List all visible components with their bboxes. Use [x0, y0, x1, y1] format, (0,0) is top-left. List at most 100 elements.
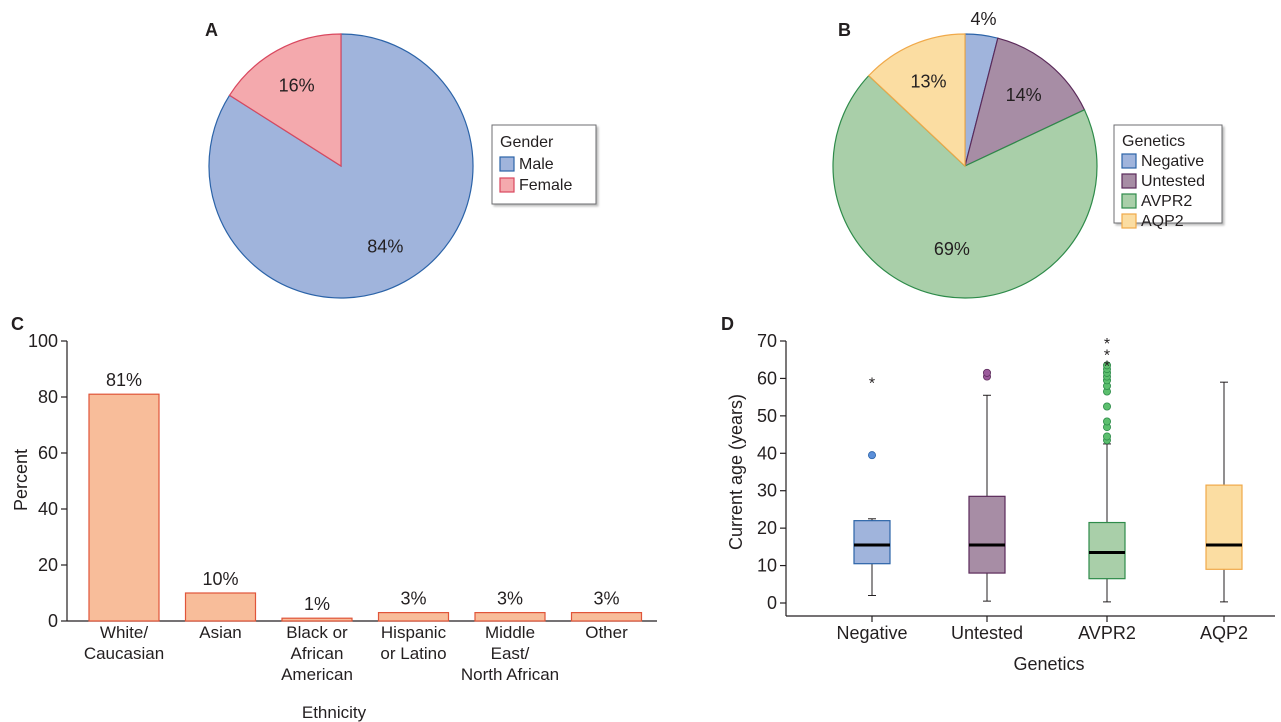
x-tick-label-line: Middle [485, 623, 535, 642]
extreme-marker: * [869, 375, 875, 392]
box-negative [853, 520, 891, 565]
pie-chart-gender: 84% 16% [208, 33, 474, 299]
bar [474, 611, 546, 622]
x-tick-label-line: North African [461, 665, 559, 684]
x-tick-label: Hispanic or Latino [380, 623, 446, 663]
data-label: 81% [106, 370, 142, 390]
outlier-point [1103, 417, 1112, 426]
x-tick-label: AVPR2 [1078, 623, 1136, 643]
panel-b: B 4% 14% 69% 13% Genetics Negative Untested A… [832, 9, 1223, 299]
slice-label-avpr2: 69% [934, 239, 970, 259]
pie-slice-male [208, 33, 474, 299]
x-tick-label-line: American [281, 665, 353, 684]
y-tick-label: 70 [757, 331, 777, 351]
x-tick-label: White/Caucasian [84, 623, 164, 663]
x-tick-label-line: or Latino [380, 644, 446, 663]
bar [377, 611, 450, 622]
legend-label-untested: Untested [1141, 173, 1205, 190]
x-tick-label-line: African [291, 644, 344, 663]
x-tick-label-line: East/ [491, 644, 530, 663]
panel-a-letter: A [205, 20, 218, 40]
pie-chart-genetics: 4% 14% 69% 13% [832, 9, 1098, 299]
x-tick-label-line: Other [585, 623, 628, 642]
y-tick-label: 80 [38, 387, 58, 407]
bar [281, 617, 353, 622]
x-tick-label-line: Asian [199, 623, 242, 642]
bar [570, 611, 643, 622]
panel-a: A 84% 16% Gender Male Female [205, 20, 597, 299]
y-tick-label: 0 [48, 611, 58, 631]
panel-c: C 0 20 40 60 80 100 81% White/Caucasian 10% Asian… [11, 314, 657, 722]
slice-label-negative: 4% [971, 9, 997, 29]
y-tick-label: 40 [38, 499, 58, 519]
extreme-marker: * [1104, 359, 1110, 376]
y-tick-label: 0 [767, 593, 777, 613]
legend-swatch-male [499, 156, 515, 172]
legend-label-male: Male [519, 156, 554, 173]
x-tick-label-line: Caucasian [84, 644, 164, 663]
y-tick-label: 60 [757, 368, 777, 388]
legend-swatch-avpr2 [1121, 193, 1137, 209]
pie-slice-aqp2 [867, 33, 966, 168]
x-axis-label: Ethnicity [302, 703, 367, 722]
legend-swatch-negative [1121, 153, 1137, 169]
bar [88, 393, 160, 622]
legend-swatch-female [499, 177, 515, 193]
pie-slice-female [228, 33, 342, 168]
x-tick-label: Negative [836, 623, 907, 643]
y-tick-label: 30 [757, 481, 777, 501]
y-tick-label: 60 [38, 443, 58, 463]
y-tick-label: 40 [757, 443, 777, 463]
x-tick-label: Black or African American [281, 623, 353, 684]
slice-label-female: 16% [279, 75, 315, 95]
panel-d-letter: D [721, 314, 734, 334]
extreme-marker: * [1104, 336, 1110, 353]
legend-swatch-aqp2 [1121, 213, 1137, 229]
x-tick-label-line: Hispanic [381, 623, 447, 642]
y-axis-label: Percent [11, 449, 31, 511]
bar-chart-ethnicity: 0 20 40 60 80 100 81% White/Caucasian 10% Asian 1%… [11, 331, 657, 722]
x-tick-label: AQP2 [1200, 623, 1248, 643]
data-label: 3% [593, 589, 619, 609]
legend-items: Negative Untested AVPR2 AQP2 [1121, 153, 1205, 230]
data-label: 3% [497, 589, 523, 609]
data-label: 1% [304, 594, 330, 614]
data-label: 3% [400, 589, 426, 609]
y-tick-label: 20 [38, 555, 58, 575]
panel-c-letter: C [11, 314, 24, 334]
x-tick-label: Middle East/North African [461, 623, 559, 684]
x-tick-label: Asian [199, 623, 242, 642]
x-tick-label: Other [585, 623, 628, 642]
legend-title: Gender [500, 134, 554, 151]
outlier-point [1103, 432, 1112, 441]
extreme-marker: * [1104, 347, 1110, 364]
x-tick-label-line: White/ [100, 623, 148, 642]
legend-label-avpr2: AVPR2 [1141, 193, 1192, 210]
pie-slice-avpr2 [832, 74, 1098, 299]
y-tick-label: 10 [757, 556, 777, 576]
outlier-point [983, 368, 992, 377]
legend-swatch-untested [1121, 173, 1137, 189]
box-aqp2 [1205, 484, 1243, 570]
outlier-point [1103, 402, 1112, 411]
box-avpr2 [1088, 521, 1126, 580]
slice-label-untested: 14% [1006, 85, 1042, 105]
panel-b-letter: B [838, 20, 851, 40]
x-tick-label: Untested [951, 623, 1023, 643]
slice-label-aqp2: 13% [910, 72, 946, 92]
legend-title: Genetics [1122, 133, 1185, 150]
legend-gender: Gender Male Female [491, 124, 597, 205]
legend-label-negative: Negative [1141, 153, 1204, 170]
y-tick-label: 20 [757, 518, 777, 538]
x-tick-label-line: Black or [286, 623, 348, 642]
box-untested [968, 495, 1006, 574]
y-tick-label: 50 [757, 406, 777, 426]
pie-slice-untested [964, 37, 1086, 168]
bar [184, 592, 257, 622]
y-tick-label: 100 [28, 331, 58, 351]
data-label: 10% [202, 569, 238, 589]
legend-label-female: Female [519, 177, 572, 194]
outlier-point [1103, 361, 1112, 370]
legend-label-aqp2: AQP2 [1141, 213, 1184, 230]
